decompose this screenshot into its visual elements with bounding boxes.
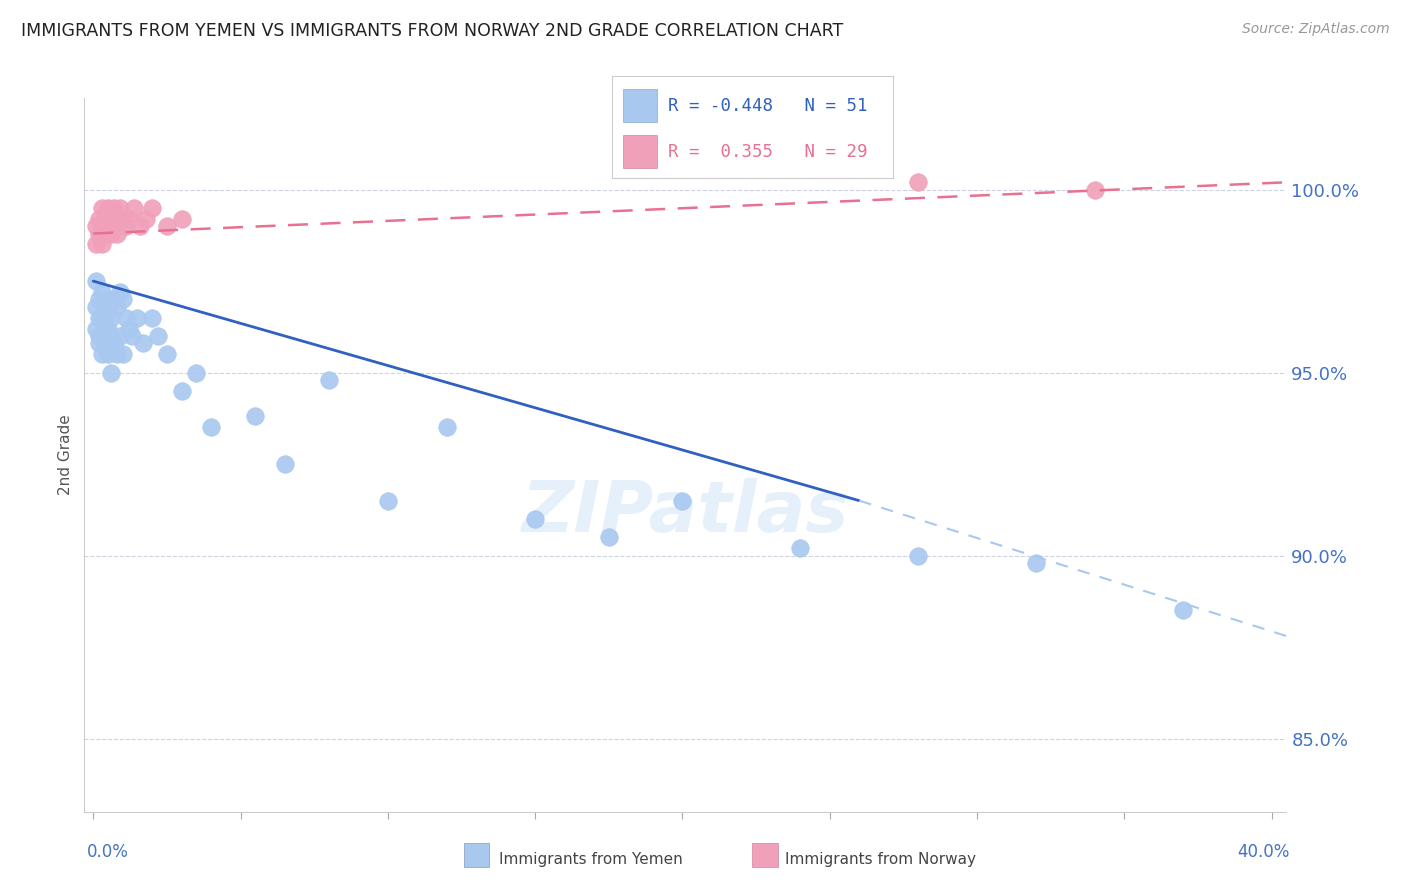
Point bbox=[245, 409, 267, 424]
Bar bbox=[623, 136, 657, 168]
Point bbox=[170, 211, 193, 226]
Point bbox=[108, 285, 131, 299]
Point bbox=[87, 293, 110, 307]
Point bbox=[97, 201, 120, 215]
Text: ZIPatlas: ZIPatlas bbox=[522, 477, 849, 547]
Point bbox=[100, 211, 122, 226]
Point bbox=[91, 310, 114, 325]
Point bbox=[1025, 556, 1047, 570]
Text: Source: ZipAtlas.com: Source: ZipAtlas.com bbox=[1241, 22, 1389, 37]
Point bbox=[100, 366, 122, 380]
Point bbox=[111, 211, 134, 226]
Point bbox=[114, 310, 136, 325]
Point bbox=[91, 285, 114, 299]
Text: Immigrants from Yemen: Immigrants from Yemen bbox=[499, 853, 683, 867]
Point bbox=[436, 420, 458, 434]
Point bbox=[377, 493, 399, 508]
Point bbox=[94, 293, 117, 307]
Point bbox=[127, 310, 149, 325]
Point bbox=[91, 329, 114, 343]
Point bbox=[108, 329, 131, 343]
Point bbox=[111, 347, 134, 361]
Text: Immigrants from Norway: Immigrants from Norway bbox=[785, 853, 976, 867]
Point bbox=[91, 201, 114, 215]
Point bbox=[84, 274, 107, 288]
Text: 40.0%: 40.0% bbox=[1237, 843, 1289, 861]
Point bbox=[91, 237, 114, 252]
Point bbox=[273, 457, 295, 471]
Point bbox=[84, 321, 107, 335]
Point bbox=[87, 329, 110, 343]
Text: R = -0.448   N = 51: R = -0.448 N = 51 bbox=[668, 96, 868, 114]
Point bbox=[87, 211, 110, 226]
Point bbox=[105, 227, 128, 241]
Point bbox=[121, 329, 143, 343]
Point bbox=[97, 321, 120, 335]
Point bbox=[103, 293, 125, 307]
Point bbox=[156, 219, 179, 234]
Point bbox=[146, 329, 169, 343]
Point bbox=[91, 347, 114, 361]
Point bbox=[91, 219, 114, 234]
Point bbox=[94, 211, 117, 226]
Point bbox=[141, 201, 163, 215]
Point bbox=[97, 300, 120, 314]
Point bbox=[84, 300, 107, 314]
Point bbox=[141, 310, 163, 325]
Text: IMMIGRANTS FROM YEMEN VS IMMIGRANTS FROM NORWAY 2ND GRADE CORRELATION CHART: IMMIGRANTS FROM YEMEN VS IMMIGRANTS FROM… bbox=[21, 22, 844, 40]
Point bbox=[200, 420, 222, 434]
Point bbox=[103, 336, 125, 351]
Point bbox=[108, 201, 131, 215]
Point bbox=[105, 300, 128, 314]
Point bbox=[103, 201, 125, 215]
Text: 0.0%: 0.0% bbox=[87, 843, 129, 861]
Point bbox=[789, 541, 811, 556]
Point bbox=[103, 219, 125, 234]
Point bbox=[87, 336, 110, 351]
Point bbox=[170, 384, 193, 398]
Point bbox=[100, 310, 122, 325]
Point bbox=[111, 293, 134, 307]
Point bbox=[84, 237, 107, 252]
Point bbox=[100, 227, 122, 241]
Point bbox=[1084, 183, 1107, 197]
Point bbox=[84, 219, 107, 234]
Point bbox=[100, 329, 122, 343]
Bar bbox=[623, 89, 657, 122]
Point bbox=[598, 530, 620, 544]
Point bbox=[114, 219, 136, 234]
Point bbox=[117, 211, 139, 226]
Point bbox=[105, 347, 128, 361]
Point bbox=[87, 227, 110, 241]
Point bbox=[156, 347, 179, 361]
Point bbox=[124, 201, 146, 215]
Point bbox=[318, 373, 340, 387]
Point bbox=[524, 512, 547, 526]
Point bbox=[1173, 603, 1195, 617]
Point bbox=[135, 211, 157, 226]
Point bbox=[87, 310, 110, 325]
Point bbox=[94, 310, 117, 325]
Point bbox=[186, 366, 208, 380]
Text: R =  0.355   N = 29: R = 0.355 N = 29 bbox=[668, 143, 868, 161]
Point bbox=[97, 219, 120, 234]
Point bbox=[907, 549, 929, 563]
Point bbox=[671, 493, 693, 508]
Point bbox=[94, 336, 117, 351]
Point bbox=[117, 321, 139, 335]
Point bbox=[907, 175, 929, 189]
Y-axis label: 2nd Grade: 2nd Grade bbox=[58, 415, 73, 495]
Point bbox=[97, 347, 120, 361]
Point bbox=[105, 211, 128, 226]
Point bbox=[94, 227, 117, 241]
Point bbox=[132, 336, 155, 351]
Point bbox=[129, 219, 152, 234]
